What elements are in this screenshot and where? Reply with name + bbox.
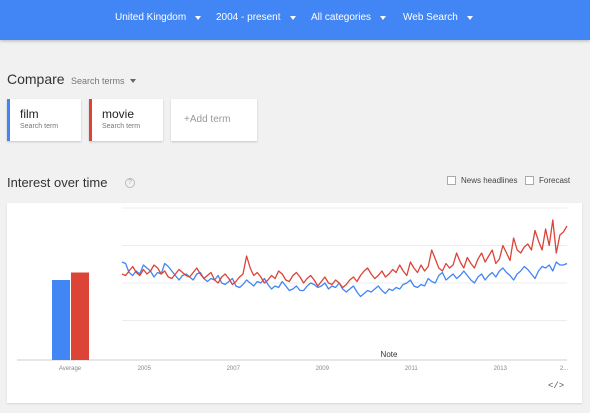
note-label: Note (381, 350, 398, 359)
forecast-checkbox[interactable]: Forecast (525, 176, 570, 185)
x-tick-label-3: 2011 (405, 366, 419, 372)
forecast-label: Forecast (539, 176, 571, 185)
add-term-button[interactable]: +Add term (171, 99, 257, 141)
series-line-film (121, 261, 568, 298)
compare-title: Compare (7, 71, 65, 87)
search-type-filter[interactable]: Web Search (403, 12, 473, 23)
interest-chart[interactable]: Average 2005 2007 2009 2011 2013 2... Note (7, 203, 582, 403)
forecast-box[interactable] (525, 176, 534, 185)
term-name-film: film (20, 107, 39, 121)
news-headlines-label: News headlines (461, 176, 518, 185)
time-range-filter-label: 2004 - present (216, 12, 281, 23)
category-filter[interactable]: All categories (311, 12, 387, 23)
term-sub-movie: Search term (102, 123, 141, 130)
term-card-film[interactable]: film Search term (7, 99, 81, 141)
interest-chart-card: Average 2005 2007 2009 2011 2013 2... Note </> (7, 203, 582, 403)
x-tick-label-0: 2005 (138, 366, 152, 372)
search-type-caret-icon (466, 15, 473, 20)
series-line-movie (121, 219, 568, 289)
region-caret-icon (195, 15, 202, 20)
search-terms-caret-icon (129, 79, 136, 83)
term-sub-film: Search term (20, 123, 59, 130)
term-name-movie: movie (102, 107, 135, 121)
x-tick-label-4: 2013 (494, 366, 508, 372)
average-bar-movie (71, 272, 89, 360)
term-color-bar-film (7, 99, 10, 141)
x-tick-label-1: 2007 (227, 366, 241, 372)
search-terms-label: Search terms (71, 76, 125, 86)
term-card-movie[interactable]: movie Search term (89, 99, 163, 141)
average-label: Average (59, 366, 82, 372)
region-filter-label: United Kingdom (115, 12, 187, 23)
help-icon[interactable]: ? (125, 178, 135, 188)
search-type-filter-label: Web Search (403, 12, 458, 23)
news-headlines-box[interactable] (447, 176, 456, 185)
interest-over-time-title: Interest over time (7, 175, 108, 190)
news-headlines-checkbox[interactable]: News headlines (447, 176, 517, 185)
term-color-bar-movie (89, 99, 92, 141)
time-range-caret-icon (289, 15, 296, 20)
embed-code-icon[interactable]: </> (548, 381, 565, 391)
region-filter[interactable]: United Kingdom (115, 12, 202, 23)
x-tick-label-2: 2009 (316, 366, 330, 372)
category-filter-label: All categories (311, 12, 372, 23)
category-caret-icon (380, 15, 387, 20)
time-range-filter[interactable]: 2004 - present (216, 12, 296, 23)
average-bar-film (52, 280, 70, 360)
search-terms-dropdown[interactable]: Search terms (71, 76, 136, 86)
x-tick-label-5: 2... (560, 366, 569, 372)
top-filter-bar: United Kingdom 2004 - present All catego… (0, 0, 590, 40)
